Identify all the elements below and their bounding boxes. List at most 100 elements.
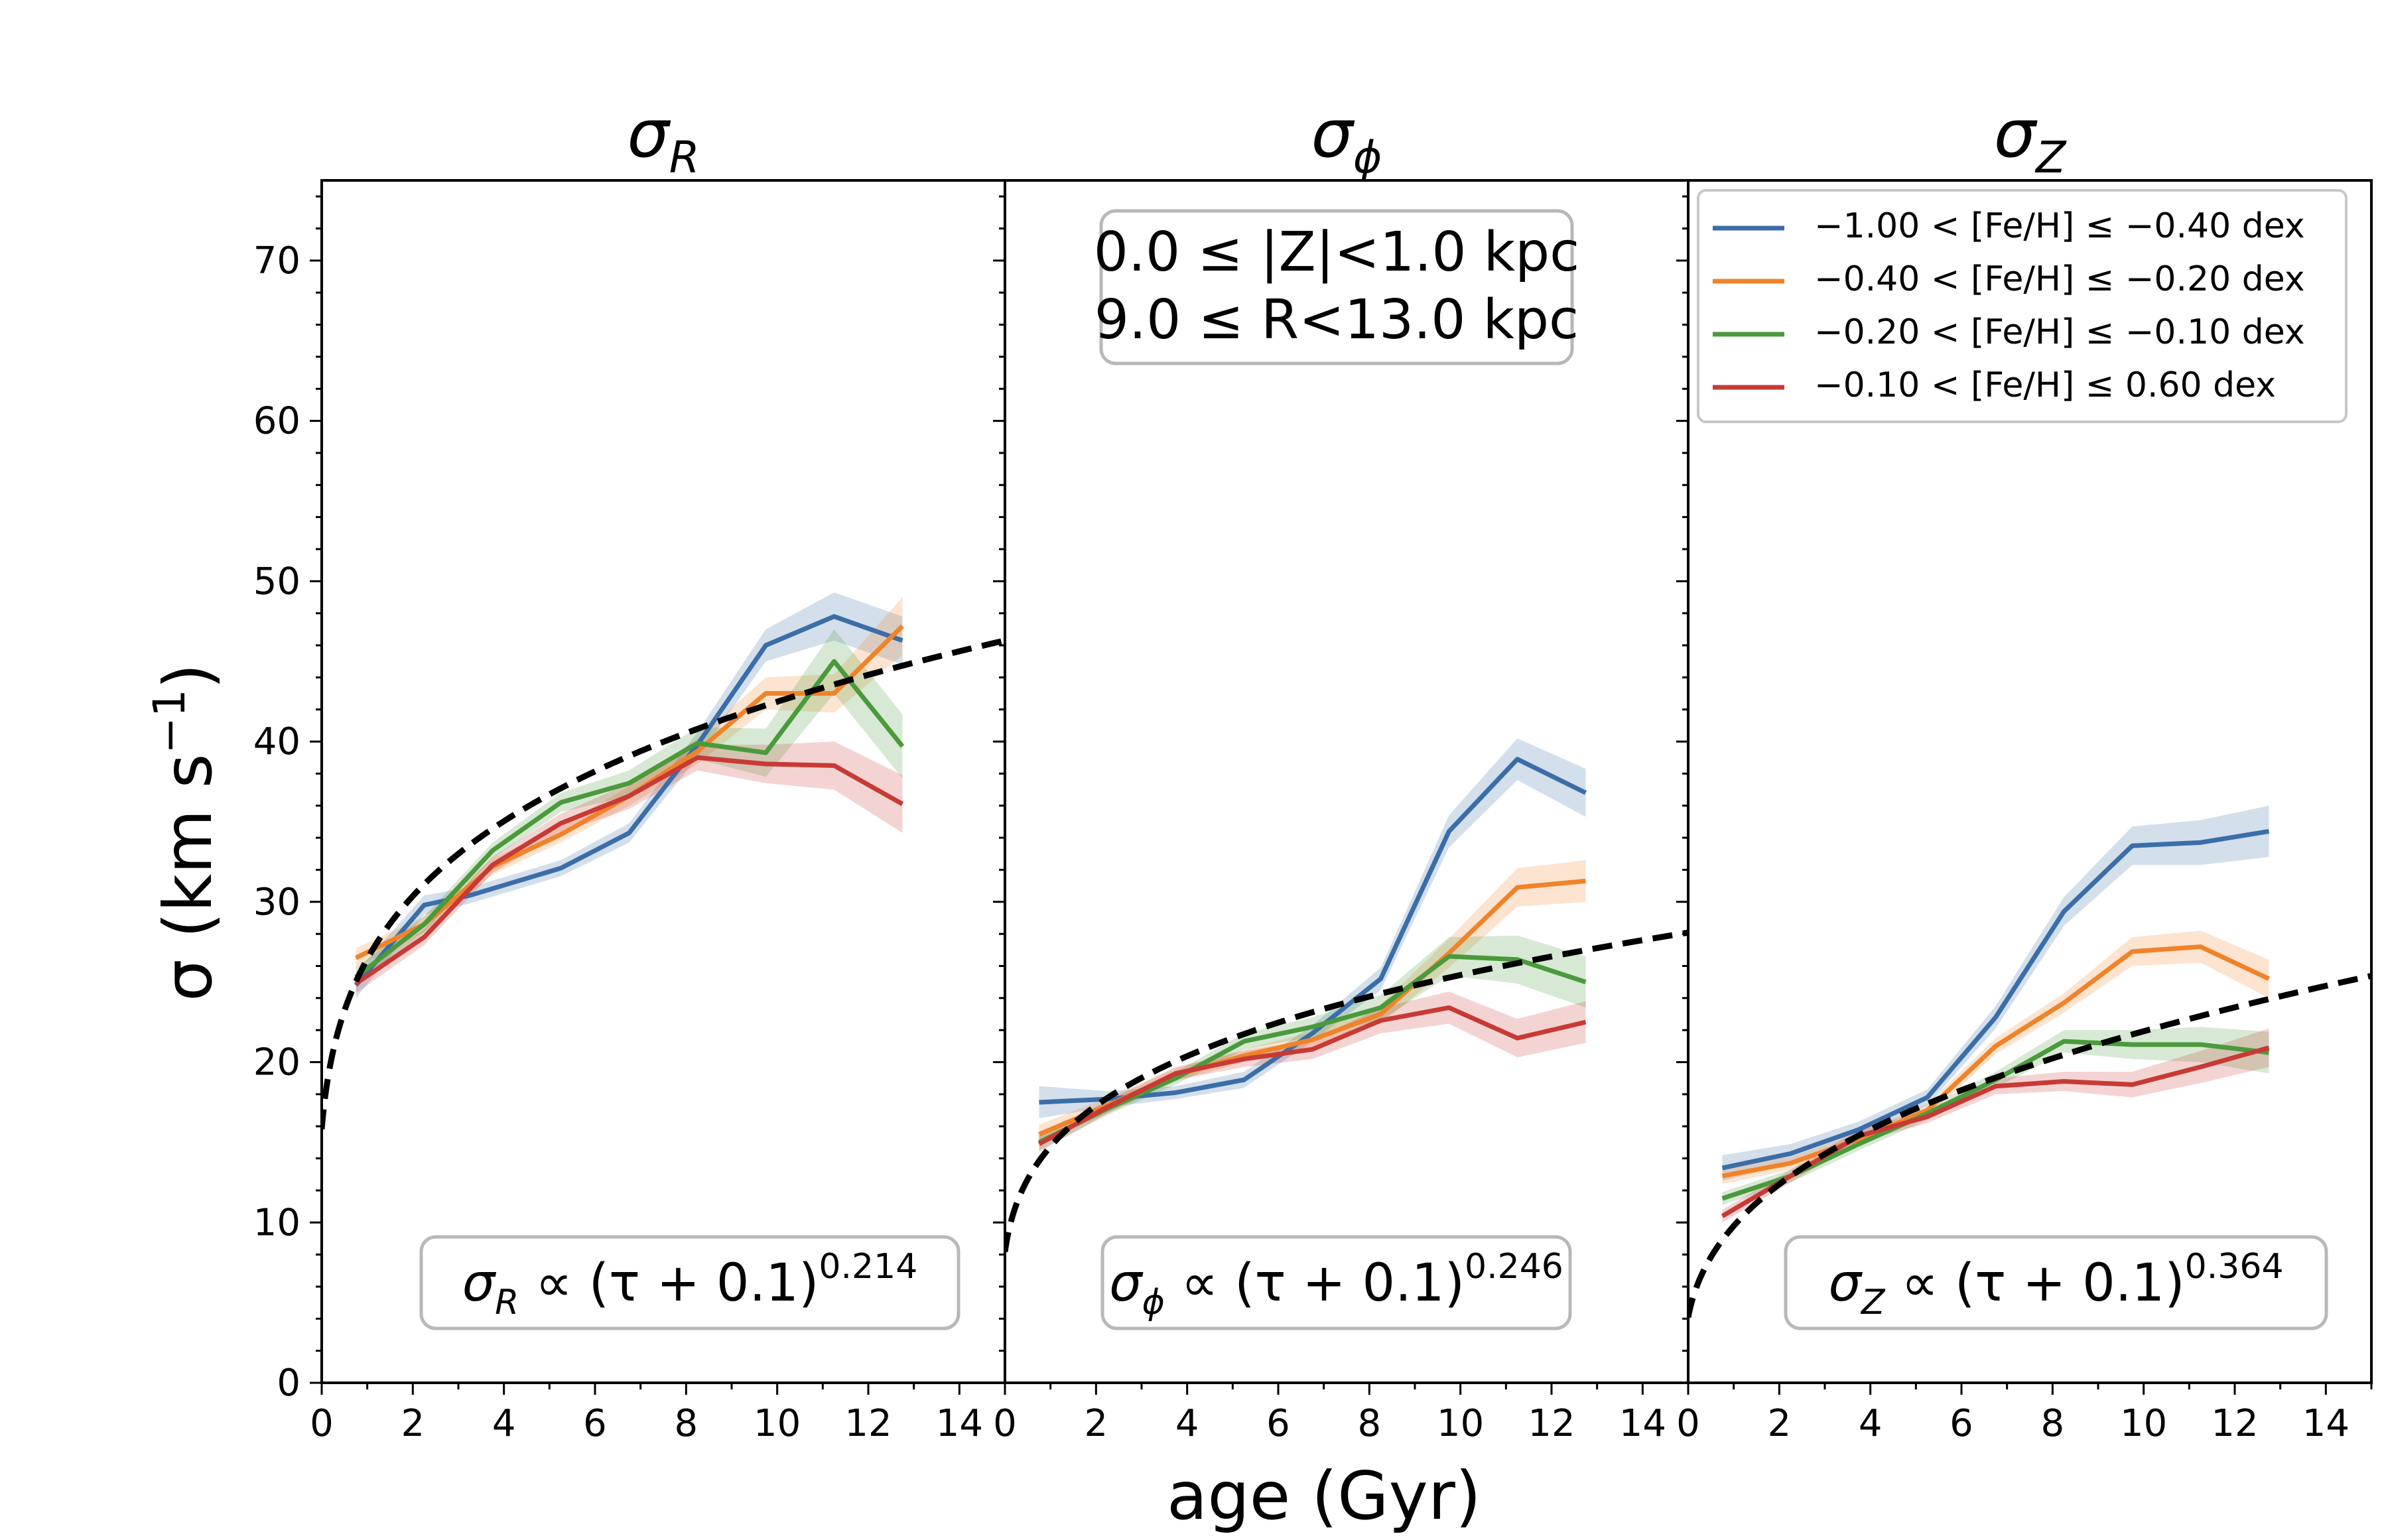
panel-title: σZ: [1994, 95, 2067, 183]
x-tick-label: 12: [2211, 1402, 2258, 1445]
fit-formula-subscript: Z: [1860, 1283, 1886, 1322]
fit-formula-base: σ: [1828, 1253, 1863, 1313]
panel-title: σϕ: [1311, 95, 1382, 183]
x-tick-label: 2: [401, 1402, 425, 1445]
x-tick-label: 8: [675, 1402, 698, 1445]
legend-entry: −0.40 < [Fe/H] ≤ −0.20 dex: [1713, 259, 2305, 299]
error-band-series-3: [356, 629, 903, 987]
series-line-2: [1721, 944, 2270, 1179]
fit-formula-box: [1100, 1235, 1572, 1330]
fit-curve: [322, 637, 1005, 1129]
fit-formula-exponent: 0.214: [819, 1247, 917, 1287]
y-axis-label: σ (km s−1): [144, 663, 227, 1001]
fit-formula: σϕ ∝ (τ + 0.1)0.246: [1109, 1247, 1563, 1322]
fit-formula: σZ ∝ (τ + 0.1)0.364: [1828, 1247, 2283, 1322]
x-tick-label: 10: [2120, 1402, 2167, 1445]
fit-formula-box: [1784, 1235, 2328, 1330]
region-annotation-line2: 9.0 ≤ R<13.0 kpc: [1094, 289, 1579, 352]
fit-formula-body: ∝ (τ + 0.1): [1885, 1253, 2185, 1313]
panel-title-subscript: ϕ: [1353, 132, 1382, 183]
error-band-series-1: [356, 592, 903, 998]
y-tick-label: 0: [277, 1362, 300, 1405]
error-band-series-4: [356, 741, 903, 994]
series-line-4: [354, 755, 904, 986]
panel-frame: [1687, 179, 2373, 1384]
x-tick-label: 14: [2302, 1402, 2350, 1445]
x-tick-label: 2: [1768, 1402, 1792, 1445]
plot-area: [1688, 805, 2371, 1318]
error-band-series-4: [1722, 1028, 2269, 1223]
y-tick-label: 50: [253, 560, 300, 603]
region-annotation-box: [1099, 209, 1574, 365]
y-tick-label: 60: [253, 400, 300, 443]
legend-entry: −0.10 < [Fe/H] ≤ 0.60 dex: [1713, 365, 2276, 405]
fit-formula-body: ∝ (τ + 0.1): [519, 1253, 819, 1313]
y-tick-label: 40: [253, 720, 300, 763]
x-tick-label: 4: [1175, 1402, 1199, 1445]
x-tick-label: 12: [1528, 1402, 1575, 1445]
plot-area: [1005, 738, 1688, 1253]
fit-curve: [1688, 972, 2371, 1318]
fit-formula-base: σ: [462, 1253, 497, 1313]
x-tick-label: 12: [844, 1402, 892, 1445]
legend: −1.00 < [Fe/H] ≤ −0.40 dex −0.40 < [Fe/H…: [1697, 189, 2348, 423]
fit-formula-body: ∝ (τ + 0.1): [1165, 1253, 1465, 1313]
legend-entry: −1.00 < [Fe/H] ≤ −0.40 dex: [1713, 206, 2305, 246]
x-tick-label: 6: [1266, 1402, 1290, 1445]
x-tick-label: 10: [754, 1402, 801, 1445]
legend-box: [1697, 189, 2348, 423]
x-tick-label: 14: [936, 1402, 983, 1445]
series-line-4: [1037, 1005, 1587, 1146]
x-tick-label: 0: [993, 1402, 1017, 1445]
panel-title-subscript: Z: [2034, 132, 2067, 183]
legend-label-4: −0.10 < [Fe/H] ≤ 0.60 dex: [1814, 365, 2276, 405]
x-tick-label: 8: [1358, 1402, 1382, 1445]
y-tick-label: 30: [253, 881, 300, 924]
x-tick-label: 0: [310, 1402, 334, 1445]
fit-curve: [1005, 929, 1688, 1253]
series-line-3: [1037, 954, 1587, 1145]
x-tick-label: 10: [1437, 1402, 1484, 1445]
y-tick-label: 10: [253, 1201, 300, 1244]
error-band-series-3: [1039, 935, 1586, 1151]
fit-formula-subscript: R: [495, 1283, 519, 1322]
y-tick-label: 70: [253, 239, 300, 283]
x-tick-label: 0: [1676, 1402, 1700, 1445]
fit-formula-subscript: ϕ: [1142, 1283, 1165, 1322]
panel-title-base: σ: [627, 95, 671, 172]
y-tick-label: 20: [253, 1041, 300, 1084]
series-line-1: [354, 614, 903, 987]
series-line-1: [1721, 828, 2270, 1171]
fit-formula-box: [419, 1235, 960, 1330]
fit-formula-base: σ: [1109, 1253, 1144, 1313]
legend-entry: −0.20 < [Fe/H] ≤ −0.10 dex: [1713, 312, 2305, 352]
legend-label-1: −1.00 < [Fe/H] ≤ −0.40 dex: [1814, 206, 2305, 246]
y-axis-label-main: σ (km s: [149, 753, 227, 1001]
fit-formula: σR ∝ (τ + 0.1)0.214: [462, 1247, 918, 1322]
legend-label-2: −0.40 < [Fe/H] ≤ −0.20 dex: [1814, 259, 2305, 299]
region-annotation: 0.0 ≤ |Z|<1.0 kpc 9.0 ≤ R<13.0 kpc: [1094, 209, 1579, 365]
panel-title-base: σ: [1311, 95, 1355, 172]
x-tick-label: 2: [1085, 1402, 1108, 1445]
error-band-series-2: [356, 597, 903, 968]
y-axis-label-exponent: −1: [144, 689, 195, 753]
fit-formula-exponent: 0.364: [2185, 1247, 2284, 1287]
plot-area: [322, 592, 1005, 1129]
region-annotation-line1: 0.0 ≤ |Z|<1.0 kpc: [1094, 221, 1579, 284]
x-tick-label: 14: [1619, 1402, 1666, 1445]
x-axis-label: age (Gyr): [1167, 1457, 1481, 1535]
error-band-series-2: [1722, 930, 2269, 1185]
x-tick-label: 4: [492, 1402, 516, 1445]
panel-title: σR: [627, 95, 699, 183]
series-line-4: [1721, 1045, 2270, 1218]
error-band-series-1: [1722, 805, 2269, 1181]
panel-title-base: σ: [1994, 95, 2038, 172]
panel-title-subscript: R: [669, 132, 700, 183]
legend-label-3: −0.20 < [Fe/H] ≤ −0.10 dex: [1814, 312, 2305, 352]
x-tick-label: 8: [2041, 1402, 2065, 1445]
